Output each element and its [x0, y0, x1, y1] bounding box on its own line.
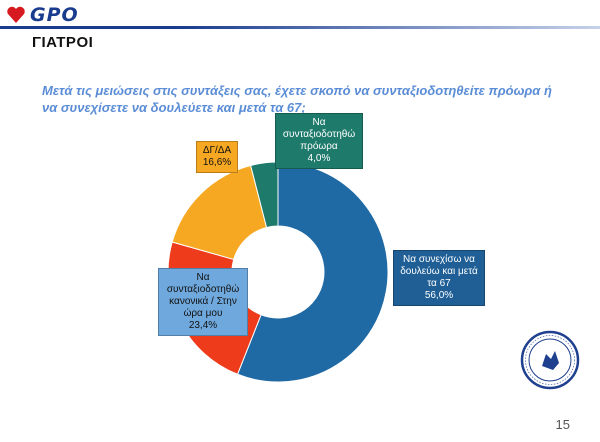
value-label: 23,4% [188, 320, 218, 331]
page-number: 15 [555, 417, 570, 432]
section-title: ΓΙΑΤΡΟΙ [32, 34, 94, 51]
association-seal-icon [520, 330, 580, 390]
gpo-logo: GPO [6, 4, 79, 26]
slice-dk-na [171, 164, 268, 261]
slice-continue-working [236, 161, 389, 383]
data-label-continue-working: Να συνεχίσω να δουλεύω και μετά τα 67 56… [393, 250, 485, 306]
data-label-dk-na: ΔΓ/ΔΑ 16,6% [196, 141, 238, 173]
header-divider [0, 26, 600, 29]
slice-retire-early [250, 161, 279, 229]
data-label-retire-normally: Να συνταξιοδοτηθώ κανονικά / Στην ώρα μο… [158, 268, 248, 336]
logo-text: GPO [30, 4, 79, 26]
value-label: 16,6% [202, 157, 232, 168]
data-label-retire-early: Να συνταξιοδοτηθώ πρόωρα 4,0% [275, 113, 363, 169]
value-label: 56,0% [424, 290, 454, 301]
gpo-heart-icon [7, 6, 25, 24]
category-label: ΔΓ/ΔΑ [202, 145, 232, 156]
category-label: Να συνταξιοδοτηθώ κανονικά / Στην ώρα μο… [166, 272, 240, 319]
survey-question: Μετά τις μειώσεις στις συντάξεις σας, έχ… [42, 83, 552, 115]
category-label: Να συνεχίσω να δουλεύω και μετά τα 67 [400, 254, 478, 289]
value-label: 4,0% [307, 153, 331, 164]
category-label: Να συνταξιοδοτηθώ πρόωρα [282, 117, 356, 152]
